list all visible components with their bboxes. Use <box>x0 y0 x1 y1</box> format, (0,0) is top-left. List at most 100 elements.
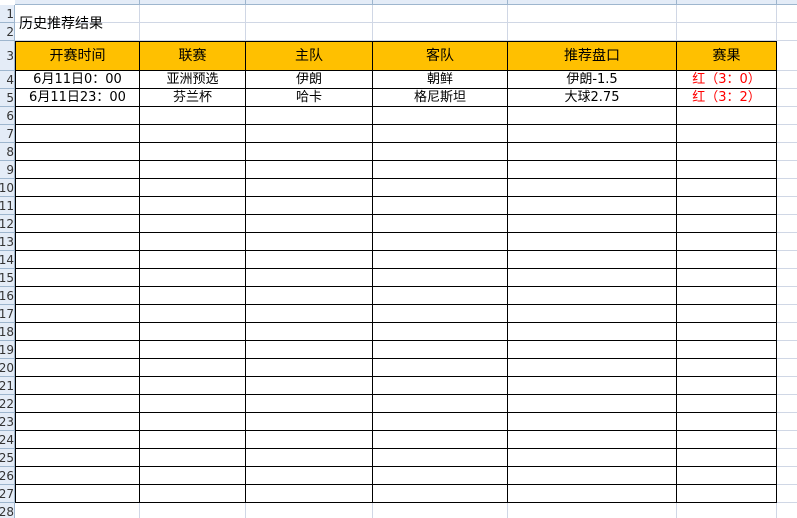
cell[interactable] <box>677 377 777 395</box>
cell[interactable] <box>373 107 508 125</box>
cell[interactable] <box>777 179 797 197</box>
cell[interactable] <box>373 395 508 413</box>
cell[interactable] <box>373 215 508 233</box>
cell[interactable] <box>15 287 140 305</box>
cell[interactable] <box>15 251 140 269</box>
cell[interactable] <box>677 395 777 413</box>
cell[interactable] <box>140 161 246 179</box>
cell[interactable] <box>677 179 777 197</box>
cell[interactable] <box>15 413 140 431</box>
cell[interactable] <box>677 413 777 431</box>
row-header[interactable]: 8 <box>0 143 15 161</box>
cell[interactable] <box>373 467 508 485</box>
cell[interactable] <box>508 377 677 395</box>
cell[interactable] <box>677 233 777 251</box>
cell[interactable] <box>508 323 677 341</box>
cell[interactable] <box>373 377 508 395</box>
cell[interactable] <box>373 143 508 161</box>
column-header[interactable] <box>777 0 797 5</box>
cell[interactable] <box>140 359 246 377</box>
cell[interactable] <box>777 431 797 449</box>
cell[interactable] <box>508 233 677 251</box>
cell[interactable] <box>15 341 140 359</box>
cell[interactable] <box>777 143 797 161</box>
cell[interactable] <box>777 467 797 485</box>
cell[interactable] <box>246 269 373 287</box>
cell[interactable] <box>15 269 140 287</box>
cell[interactable] <box>373 179 508 197</box>
row-header[interactable]: 1 <box>0 5 15 23</box>
cell[interactable] <box>140 215 246 233</box>
cell[interactable] <box>246 287 373 305</box>
cell[interactable] <box>246 503 373 518</box>
data-cell[interactable]: 6月11日0：00 <box>15 71 140 89</box>
cell[interactable] <box>246 377 373 395</box>
cell[interactable] <box>777 161 797 179</box>
cell[interactable] <box>140 377 246 395</box>
cell[interactable] <box>777 395 797 413</box>
column-header[interactable] <box>140 0 246 5</box>
cell[interactable] <box>777 413 797 431</box>
cell[interactable] <box>373 269 508 287</box>
cell[interactable] <box>777 89 797 107</box>
cell[interactable] <box>140 287 246 305</box>
cell[interactable] <box>15 503 140 518</box>
cell[interactable] <box>140 23 246 41</box>
cell[interactable] <box>15 359 140 377</box>
cell[interactable] <box>777 341 797 359</box>
cell[interactable] <box>677 197 777 215</box>
cell[interactable] <box>677 143 777 161</box>
cell[interactable] <box>508 485 677 503</box>
cell[interactable] <box>246 413 373 431</box>
cell[interactable] <box>373 503 508 518</box>
row-header[interactable]: 27 <box>0 485 15 503</box>
column-title-cell[interactable]: 主队 <box>246 41 373 71</box>
cell[interactable] <box>140 341 246 359</box>
cell[interactable] <box>777 359 797 377</box>
row-header[interactable]: 16 <box>0 287 15 305</box>
cell[interactable] <box>677 485 777 503</box>
cell[interactable] <box>246 449 373 467</box>
cell[interactable] <box>15 179 140 197</box>
cell[interactable] <box>246 305 373 323</box>
row-header[interactable]: 13 <box>0 233 15 251</box>
cell[interactable] <box>777 449 797 467</box>
row-header[interactable]: 25 <box>0 449 15 467</box>
cell[interactable] <box>777 215 797 233</box>
cell[interactable] <box>508 449 677 467</box>
row-header[interactable]: 9 <box>0 161 15 179</box>
cell[interactable] <box>15 125 140 143</box>
data-cell[interactable]: 伊朗 <box>246 71 373 89</box>
cell[interactable] <box>677 251 777 269</box>
cell[interactable] <box>508 467 677 485</box>
cell[interactable] <box>677 23 777 41</box>
cell[interactable] <box>140 305 246 323</box>
cell[interactable] <box>508 305 677 323</box>
cell[interactable] <box>246 143 373 161</box>
cell[interactable] <box>508 143 677 161</box>
cell[interactable] <box>677 125 777 143</box>
cell[interactable] <box>15 215 140 233</box>
cell[interactable] <box>508 431 677 449</box>
row-header[interactable]: 15 <box>0 269 15 287</box>
cell[interactable] <box>777 233 797 251</box>
cell[interactable] <box>677 161 777 179</box>
cell[interactable] <box>140 269 246 287</box>
row-header[interactable]: 11 <box>0 197 15 215</box>
cell[interactable] <box>15 107 140 125</box>
column-title-cell[interactable]: 联赛 <box>140 41 246 71</box>
cell[interactable] <box>777 503 797 518</box>
cell[interactable] <box>140 485 246 503</box>
cell[interactable] <box>777 71 797 89</box>
data-cell[interactable]: 6月11日23：00 <box>15 89 140 107</box>
cell[interactable] <box>246 359 373 377</box>
cell[interactable] <box>140 467 246 485</box>
cell[interactable] <box>777 197 797 215</box>
row-header[interactable]: 3 <box>0 41 15 71</box>
cell[interactable] <box>508 341 677 359</box>
cell[interactable] <box>677 5 777 23</box>
row-header[interactable]: 4 <box>0 71 15 89</box>
cell[interactable] <box>373 413 508 431</box>
cell[interactable] <box>246 125 373 143</box>
